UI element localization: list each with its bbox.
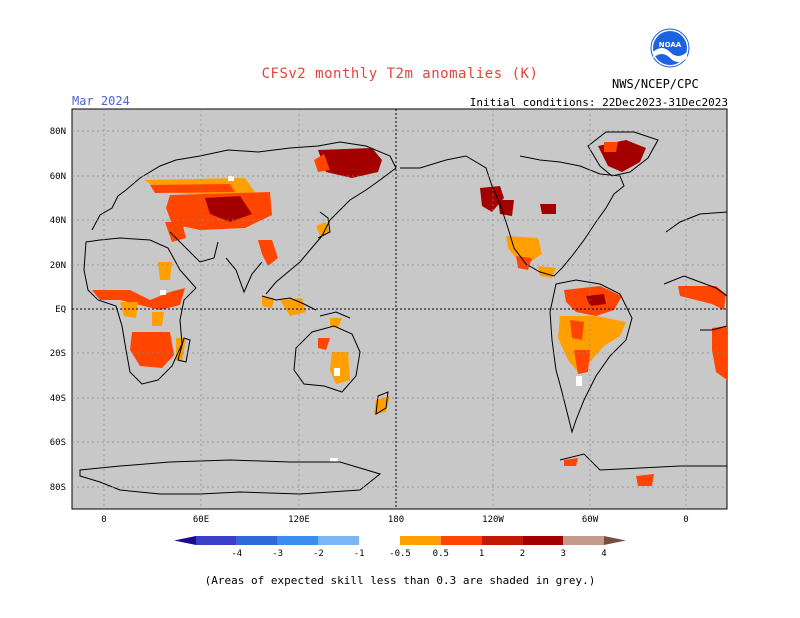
coastlines <box>79 131 728 495</box>
lon-label: 60W <box>582 515 599 525</box>
colorbar-label: -1 <box>354 549 365 559</box>
anomaly-patches <box>92 140 727 486</box>
lat-label: 80S <box>50 483 66 493</box>
colorbar-label: 3 <box>560 549 565 559</box>
colorbar-label: -0.5 <box>389 549 411 559</box>
colorbar-segment <box>318 536 360 545</box>
lon-label: 60E <box>193 515 209 525</box>
lat-label: 20S <box>50 349 66 359</box>
colorbar-segment <box>277 536 319 545</box>
lat-label: 80N <box>50 127 66 137</box>
colorbar-segment <box>400 536 441 545</box>
colorbar-label: 2 <box>520 549 525 559</box>
colorbar-label: 1 <box>479 549 484 559</box>
lon-label: 120E <box>288 515 310 525</box>
initial-conditions: Initial conditions: 22Dec2023-31Dec2023 <box>469 96 728 109</box>
logo-text: NOAA <box>659 41 682 49</box>
lat-label: 60S <box>50 438 66 448</box>
lat-label: EQ <box>55 305 66 315</box>
noaa-logo-icon: NOAA <box>650 28 690 68</box>
colorbar-segment <box>522 536 564 545</box>
lat-label: 40N <box>50 216 66 226</box>
colorbar-left-arrow <box>174 536 196 545</box>
forecast-period: Mar 2024 <box>72 94 130 108</box>
lat-label: 20N <box>50 261 66 271</box>
lat-label: 60N <box>50 172 66 182</box>
lat-label: 40S <box>50 394 66 404</box>
colorbar-segment <box>236 536 278 545</box>
white-patches <box>160 176 582 462</box>
colorbar-label: -3 <box>272 549 283 559</box>
lon-labels: 0 60E 120E 180 120W 60W 0 <box>101 515 688 525</box>
colorbar-label: -2 <box>313 549 324 559</box>
colorbar-right-arrow <box>604 536 626 545</box>
colorbar-label: 0.5 <box>433 549 449 559</box>
agency-label: NWS/NCEP/CPC <box>612 77 699 91</box>
lon-label: 120W <box>482 515 504 525</box>
reference-lines <box>72 109 727 509</box>
colorbar-segment <box>440 536 482 545</box>
colorbar-segment <box>563 536 604 545</box>
colorbar-segment <box>359 536 400 545</box>
map-title: CFSv2 monthly T2m anomalies (K) <box>261 66 539 82</box>
lon-label: 0 <box>683 515 688 525</box>
footnote: (Areas of expected skill less than 0.3 a… <box>204 574 596 587</box>
colorbar-segment <box>196 536 237 545</box>
lon-label: 180 <box>388 515 404 525</box>
colorbar-segment <box>481 536 523 545</box>
colorbar: -4 -3 -2 -1 -0.5 0.5 1 2 3 4 <box>174 536 626 559</box>
colorbar-label: 4 <box>601 549 606 559</box>
lat-labels: 80N 60N 40N 20N EQ 20S 40S 60S 80S <box>50 127 66 493</box>
lon-label: 0 <box>101 515 106 525</box>
colorbar-label: -4 <box>231 549 242 559</box>
